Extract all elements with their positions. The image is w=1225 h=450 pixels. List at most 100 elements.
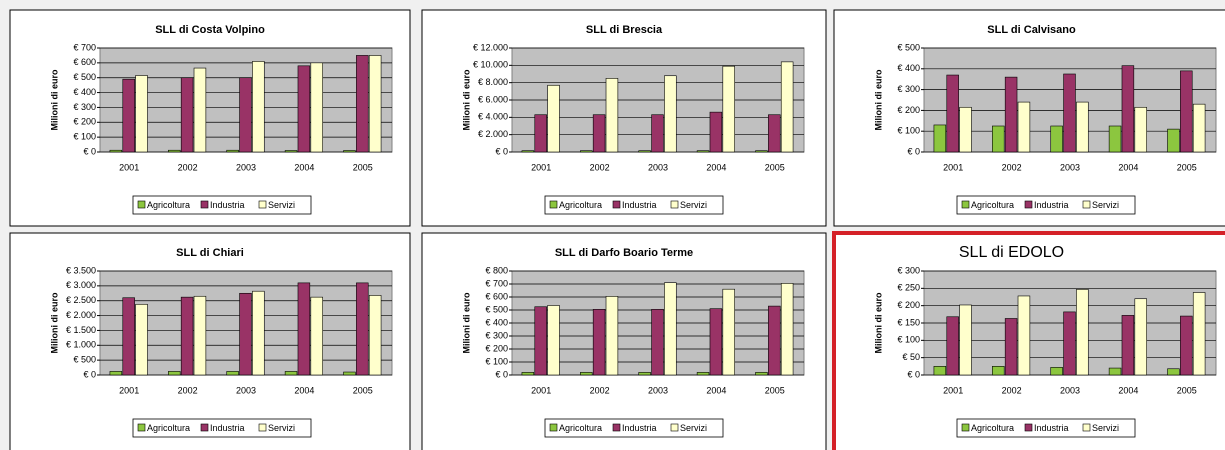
bar — [239, 77, 252, 153]
legend-label: Industria — [210, 200, 245, 210]
bar — [534, 114, 547, 153]
x-tick-label: 2002 — [1002, 162, 1022, 172]
legend-swatch — [200, 200, 209, 209]
legend-label: Industria — [210, 423, 245, 433]
legend-swatch — [200, 423, 209, 432]
bar — [580, 372, 593, 376]
bar — [368, 55, 382, 153]
y-tick-label: € 500 — [73, 72, 96, 82]
legend-label: Agricoltura — [559, 423, 602, 433]
bar — [193, 67, 207, 153]
x-tick-label: 2003 — [1060, 162, 1080, 172]
bar — [356, 282, 369, 376]
legend-label: Servizi — [680, 423, 707, 433]
chart-title: SLL di Darfo Boario Terme — [555, 247, 693, 259]
bar — [638, 150, 651, 153]
bar — [709, 308, 723, 376]
bar — [780, 283, 794, 376]
chart-panel: SLL di Calvisano € 0 € 100 € 200 € 300 € 400 €… — [833, 9, 1225, 227]
x-tick-label: 2005 — [353, 162, 373, 172]
legend-box — [544, 418, 724, 438]
x-tick-label: 2003 — [236, 162, 256, 172]
y-tick-label: € 200 — [73, 117, 96, 127]
y-axis-label: Milioni di euro — [49, 69, 59, 130]
x-tick-label: 2003 — [648, 162, 668, 172]
chart-title: SLL di EDOLO — [959, 244, 1064, 261]
y-tick-label: € 200 — [897, 105, 920, 115]
bar — [252, 61, 265, 153]
legend-swatch — [258, 200, 267, 209]
y-tick-label: € 0 — [495, 369, 508, 379]
y-tick-label: € 0 — [83, 369, 96, 379]
legend-label: Agricoltura — [147, 423, 190, 433]
chart-panel: SLL di Brescia € 0 € 2.000 € 4.000 € 6.000 € … — [421, 9, 827, 227]
bar — [651, 114, 664, 153]
legend-swatch — [137, 200, 146, 209]
bar — [343, 371, 356, 376]
chart-title: SLL di Brescia — [586, 24, 663, 36]
y-tick-label: € 12.000 — [473, 42, 508, 52]
bar — [547, 305, 560, 376]
y-tick-label: € 300 — [485, 330, 508, 340]
x-tick-label: 2005 — [765, 385, 785, 395]
bar — [722, 65, 735, 153]
bar — [180, 296, 194, 376]
bar — [696, 372, 710, 376]
bar — [1192, 292, 1206, 376]
y-tick-label: € 300 — [897, 265, 920, 275]
bar — [946, 74, 959, 153]
y-tick-label: € 100 — [485, 356, 508, 366]
y-tick-label: € 10.000 — [473, 60, 508, 70]
y-tick-label: € 300 — [73, 102, 96, 112]
y-axis-label: Milioni di euro — [873, 292, 883, 353]
legend-label: Industria — [1034, 200, 1069, 210]
y-tick-label: € 400 — [73, 87, 96, 97]
x-tick-label: 2005 — [765, 162, 785, 172]
bar — [992, 125, 1005, 153]
y-tick-label: € 100 — [73, 132, 96, 142]
bar — [1004, 318, 1018, 376]
bar — [1063, 73, 1076, 153]
y-tick-label: € 700 — [485, 278, 508, 288]
bar — [284, 371, 298, 376]
chart-panel: SLL di Darfo Boario Terme € 0 € 100 € 200 € … — [421, 232, 827, 450]
bar — [226, 149, 239, 153]
bar — [605, 296, 619, 376]
bar — [168, 149, 181, 153]
y-tick-label: € 300 — [897, 84, 920, 94]
chart-title: SLL di Chiari — [176, 247, 244, 259]
legend-label: Agricoltura — [559, 200, 602, 210]
y-tick-label: € 200 — [897, 300, 920, 310]
x-tick-label: 2004 — [294, 385, 314, 395]
legend-swatch — [258, 423, 267, 432]
y-axis-label: Milioni di euro — [49, 292, 59, 353]
bar — [1063, 311, 1076, 376]
y-tick-label: € 3.500 — [66, 265, 96, 275]
y-tick-label: € 250 — [897, 283, 920, 293]
bar — [722, 288, 735, 376]
bar — [1108, 367, 1122, 376]
chart-panel: SLL di Chiari € 0 € 500 € 1.000 € 1.500 € 2.0… — [9, 232, 411, 450]
legend-swatch — [1024, 200, 1033, 209]
bar — [521, 150, 535, 153]
legend-swatch — [670, 423, 679, 432]
bar — [284, 150, 298, 153]
bar — [780, 61, 794, 153]
bar — [521, 372, 535, 376]
y-tick-label: € 0 — [907, 369, 920, 379]
x-tick-label: 2004 — [294, 162, 314, 172]
y-tick-label: € 200 — [485, 343, 508, 353]
bar — [768, 114, 781, 153]
bar — [992, 366, 1005, 376]
bar — [1121, 65, 1135, 153]
y-tick-label: € 100 — [897, 126, 920, 136]
bar — [651, 309, 664, 376]
y-tick-label: € 500 — [73, 355, 96, 365]
bar — [1076, 101, 1089, 153]
bar — [1167, 128, 1180, 153]
y-tick-label: € 3.000 — [66, 280, 96, 290]
bar — [1134, 106, 1147, 153]
x-tick-label: 2002 — [1002, 385, 1022, 395]
legend-swatch — [549, 200, 558, 209]
y-tick-label: € 50 — [902, 352, 920, 362]
